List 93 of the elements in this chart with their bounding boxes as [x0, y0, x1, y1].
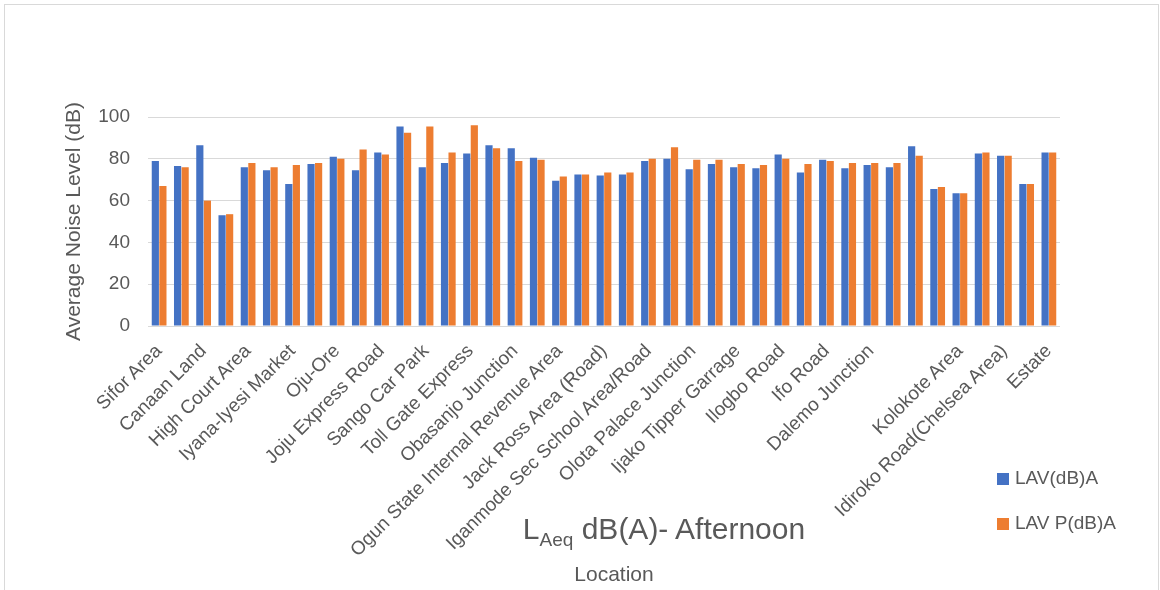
- y-tick-label: 20: [108, 272, 130, 294]
- bar: [670, 147, 679, 326]
- bar: [159, 185, 167, 326]
- bar: [604, 172, 612, 326]
- bar: [248, 162, 256, 326]
- bar: [359, 149, 367, 326]
- bar: [596, 175, 604, 326]
- bar: [574, 174, 582, 326]
- bar: [203, 200, 211, 326]
- bar: [930, 189, 938, 326]
- bar: [329, 156, 337, 326]
- bar: [752, 168, 760, 326]
- bar: [826, 160, 834, 326]
- bar: [448, 152, 456, 326]
- bar: [307, 164, 315, 326]
- bar: [693, 159, 701, 326]
- y-tick-label: 60: [108, 188, 130, 210]
- bar: [1026, 183, 1035, 326]
- bar: [515, 160, 523, 326]
- bar: [240, 167, 248, 326]
- bar: [759, 165, 768, 326]
- bar: [848, 162, 857, 326]
- bar: [492, 148, 501, 326]
- bar: [440, 162, 449, 326]
- bar: [782, 158, 790, 326]
- y-tick-label: 100: [98, 105, 130, 127]
- bar: [915, 155, 923, 326]
- bar: [552, 180, 560, 326]
- bar: [270, 167, 278, 326]
- x-axis-title: Location: [574, 561, 654, 587]
- y-tick-label: 0: [119, 314, 130, 336]
- bar: [285, 183, 293, 326]
- bar: [151, 160, 159, 326]
- bar: [485, 145, 493, 326]
- bar: [226, 214, 234, 326]
- bar: [315, 162, 323, 326]
- bar: [982, 152, 990, 326]
- y-axis-title: Average Noise Level (dB): [61, 102, 85, 341]
- bar: [626, 172, 634, 326]
- bar: [737, 164, 745, 326]
- bar: [181, 167, 189, 326]
- bar: [470, 125, 478, 326]
- bar: [337, 158, 345, 326]
- bar: [292, 165, 300, 326]
- legend-label: LAV P(dB)A: [1015, 512, 1117, 534]
- bar: [871, 162, 879, 326]
- y-tick-label: 80: [108, 147, 130, 169]
- bar: [804, 164, 812, 326]
- bar: [196, 145, 204, 326]
- bar: [997, 155, 1005, 326]
- bar: [618, 174, 627, 326]
- bar: [173, 166, 182, 326]
- bar: [908, 146, 916, 326]
- y-tick-label: 40: [108, 230, 130, 252]
- text: L$_{Aeq}$ dB(A)- Afternoon: [522, 511, 806, 550]
- bar: [381, 154, 389, 326]
- bar: [1004, 155, 1012, 326]
- bar: [974, 153, 982, 326]
- bar: [952, 193, 960, 326]
- bar: [507, 148, 515, 326]
- legend-label: LAV(dB)A: [1015, 467, 1099, 489]
- bar: [960, 193, 968, 326]
- bar: [648, 158, 656, 326]
- bar: [262, 170, 271, 326]
- bar: [715, 159, 723, 326]
- bar: [730, 167, 738, 326]
- bar: [463, 153, 471, 326]
- bar: [529, 157, 538, 326]
- bar: [559, 176, 567, 326]
- bar: [1041, 152, 1049, 326]
- bar: [885, 167, 893, 326]
- bar: [663, 158, 671, 326]
- bar: [374, 152, 382, 326]
- bar: [685, 169, 693, 326]
- bar: [403, 132, 412, 326]
- bar: [937, 187, 946, 326]
- bar: [1049, 152, 1057, 326]
- bar: [426, 126, 434, 326]
- bar: [893, 162, 901, 326]
- bar: [396, 126, 404, 326]
- bar: [581, 174, 590, 326]
- bar: [537, 159, 545, 326]
- bar: [841, 168, 849, 326]
- bar: [774, 154, 782, 326]
- bar: [863, 165, 871, 326]
- bar: [641, 160, 649, 326]
- bar: [218, 215, 226, 326]
- bar: [1019, 183, 1027, 326]
- bar: [796, 172, 805, 326]
- bar: [351, 170, 360, 326]
- bar: [707, 164, 716, 326]
- bar: [418, 167, 426, 326]
- bar: [819, 159, 827, 326]
